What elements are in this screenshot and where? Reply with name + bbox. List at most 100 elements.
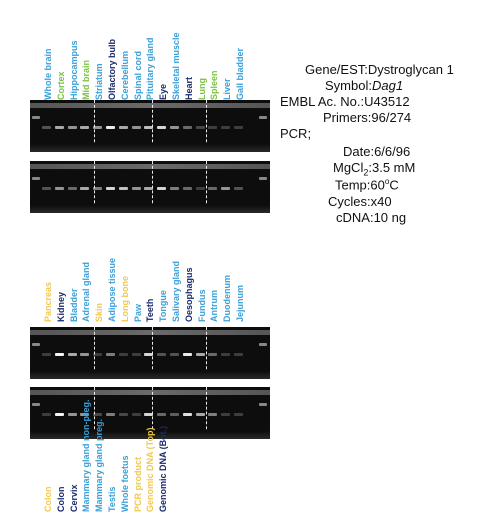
lane-label: Jejunum <box>235 284 245 322</box>
mgcl2-line: MgCl2:3.5 mM <box>333 160 415 178</box>
gel-band <box>144 353 154 356</box>
gel-band <box>54 187 64 190</box>
lane-label: Antrum <box>209 290 220 322</box>
gel-band <box>67 353 77 356</box>
lane-label: Cerebellum <box>119 50 130 100</box>
lane-label: Salivary gland <box>171 260 181 322</box>
lane-label: Tongue <box>158 290 169 322</box>
lane-label: Striatum <box>94 63 105 100</box>
gel-band <box>131 413 141 416</box>
section3-lane-labels: Colon Colon Cervix Mammary gland non-preg. M… <box>40 399 270 512</box>
gel-band <box>67 126 77 129</box>
gel-band <box>157 413 167 416</box>
gel-band <box>93 187 103 190</box>
pcr-line: PCR; <box>280 126 311 141</box>
gel-band <box>131 353 141 356</box>
gel-band <box>118 187 128 190</box>
lane-divider <box>152 100 153 152</box>
gel-band <box>182 126 192 129</box>
lane-label: Skin <box>94 302 105 322</box>
primers-line: Primers:96/274 <box>323 110 411 125</box>
lane-divider <box>94 327 95 379</box>
gene-value: Dystroglycan 1 <box>367 62 454 77</box>
symbol-line: Symbol:Dag1 <box>325 78 403 93</box>
temp-unit: C <box>389 177 399 193</box>
gel-front <box>30 144 270 152</box>
lane-label: Pituitary gland <box>145 37 156 100</box>
gel-band <box>80 413 90 416</box>
gel-band <box>54 413 64 416</box>
gel-band <box>144 413 154 416</box>
primers-label: Primers: <box>323 110 372 125</box>
lane-label: Colon <box>55 486 66 512</box>
lane-label: Testis <box>107 486 117 512</box>
gel-band <box>106 353 115 356</box>
gel-front <box>30 371 270 379</box>
gel-band <box>144 187 154 190</box>
pcr-label: PCR; <box>280 126 312 141</box>
gene-label: Gene/EST: <box>305 62 368 77</box>
gel-band <box>221 353 231 356</box>
date-line: Date:6/6/96 <box>343 144 410 159</box>
gel-band <box>234 187 243 190</box>
gel-band <box>157 126 167 129</box>
gel-band <box>106 413 115 416</box>
gel-band <box>234 413 243 416</box>
section2-lane-labels: Pancreas Kidney Bladder Adrenal gland Skin Ad… <box>40 222 270 322</box>
temp-label: Temp: <box>335 177 371 193</box>
gel-band <box>106 126 115 129</box>
gel-band <box>42 126 51 129</box>
gel-band <box>195 413 205 416</box>
gel-band <box>67 187 77 190</box>
marker-band <box>259 116 267 119</box>
lane-label: Paw <box>132 303 143 322</box>
gel-band <box>93 353 103 356</box>
lane-label: Mammary gland non-preg. <box>81 399 92 512</box>
gel-band <box>131 126 141 129</box>
lane-label: Spleen <box>209 70 220 100</box>
lane-label: Eye <box>158 83 169 100</box>
lane-label: Olfactory bulb <box>107 38 117 100</box>
lane-divider <box>206 100 207 152</box>
temp-value: 60 <box>370 177 385 193</box>
lane-label: Pancreas <box>43 281 53 322</box>
gel-wells <box>30 390 270 395</box>
lane-label: Liver <box>222 78 233 100</box>
lane-label: Genomic DNA (Bot.) <box>158 425 169 512</box>
lane-label: Adrenal gland <box>81 261 92 322</box>
symbol-value: Dag1 <box>371 78 404 93</box>
gel-band <box>195 353 205 356</box>
lane-label: Cortex <box>55 71 66 100</box>
lane-label: Whole brain <box>43 48 53 101</box>
embl-line: EMBL Ac. No.:U43512 <box>280 94 410 109</box>
lane-label: Skeletal muscle <box>171 32 181 100</box>
mgcl2-subscript: 2 <box>363 167 369 178</box>
lane-divider <box>152 387 153 439</box>
lane-divider <box>206 161 207 213</box>
gel-band <box>80 187 90 190</box>
gel-band <box>182 187 192 190</box>
embl-label: EMBL Ac. No.: <box>280 94 365 109</box>
gel-band <box>54 126 64 129</box>
lane-label: Cervix <box>68 484 79 512</box>
gel-band <box>221 187 231 190</box>
cycles-value: x40 <box>370 194 392 209</box>
gel-band <box>182 353 192 356</box>
cdna-label: cDNA: <box>336 210 374 225</box>
gel-band <box>170 413 179 416</box>
gel-wells <box>30 330 270 335</box>
lane-label: Colon <box>43 486 53 512</box>
gel-band <box>118 353 128 356</box>
lane-divider <box>206 387 207 439</box>
gel-front <box>30 205 270 213</box>
marker-band <box>32 177 40 180</box>
marker-band <box>259 177 267 180</box>
marker-band <box>32 403 40 406</box>
lane-divider <box>206 327 207 379</box>
gel-band <box>221 413 231 416</box>
section1-gel-top <box>30 100 270 152</box>
symbol-label: Symbol: <box>325 78 372 93</box>
lane-label: Oesophagus <box>183 267 194 322</box>
gene-line: Gene/EST:Dystroglycan 1 <box>305 62 454 77</box>
lane-label: Hippocampus <box>68 40 79 100</box>
